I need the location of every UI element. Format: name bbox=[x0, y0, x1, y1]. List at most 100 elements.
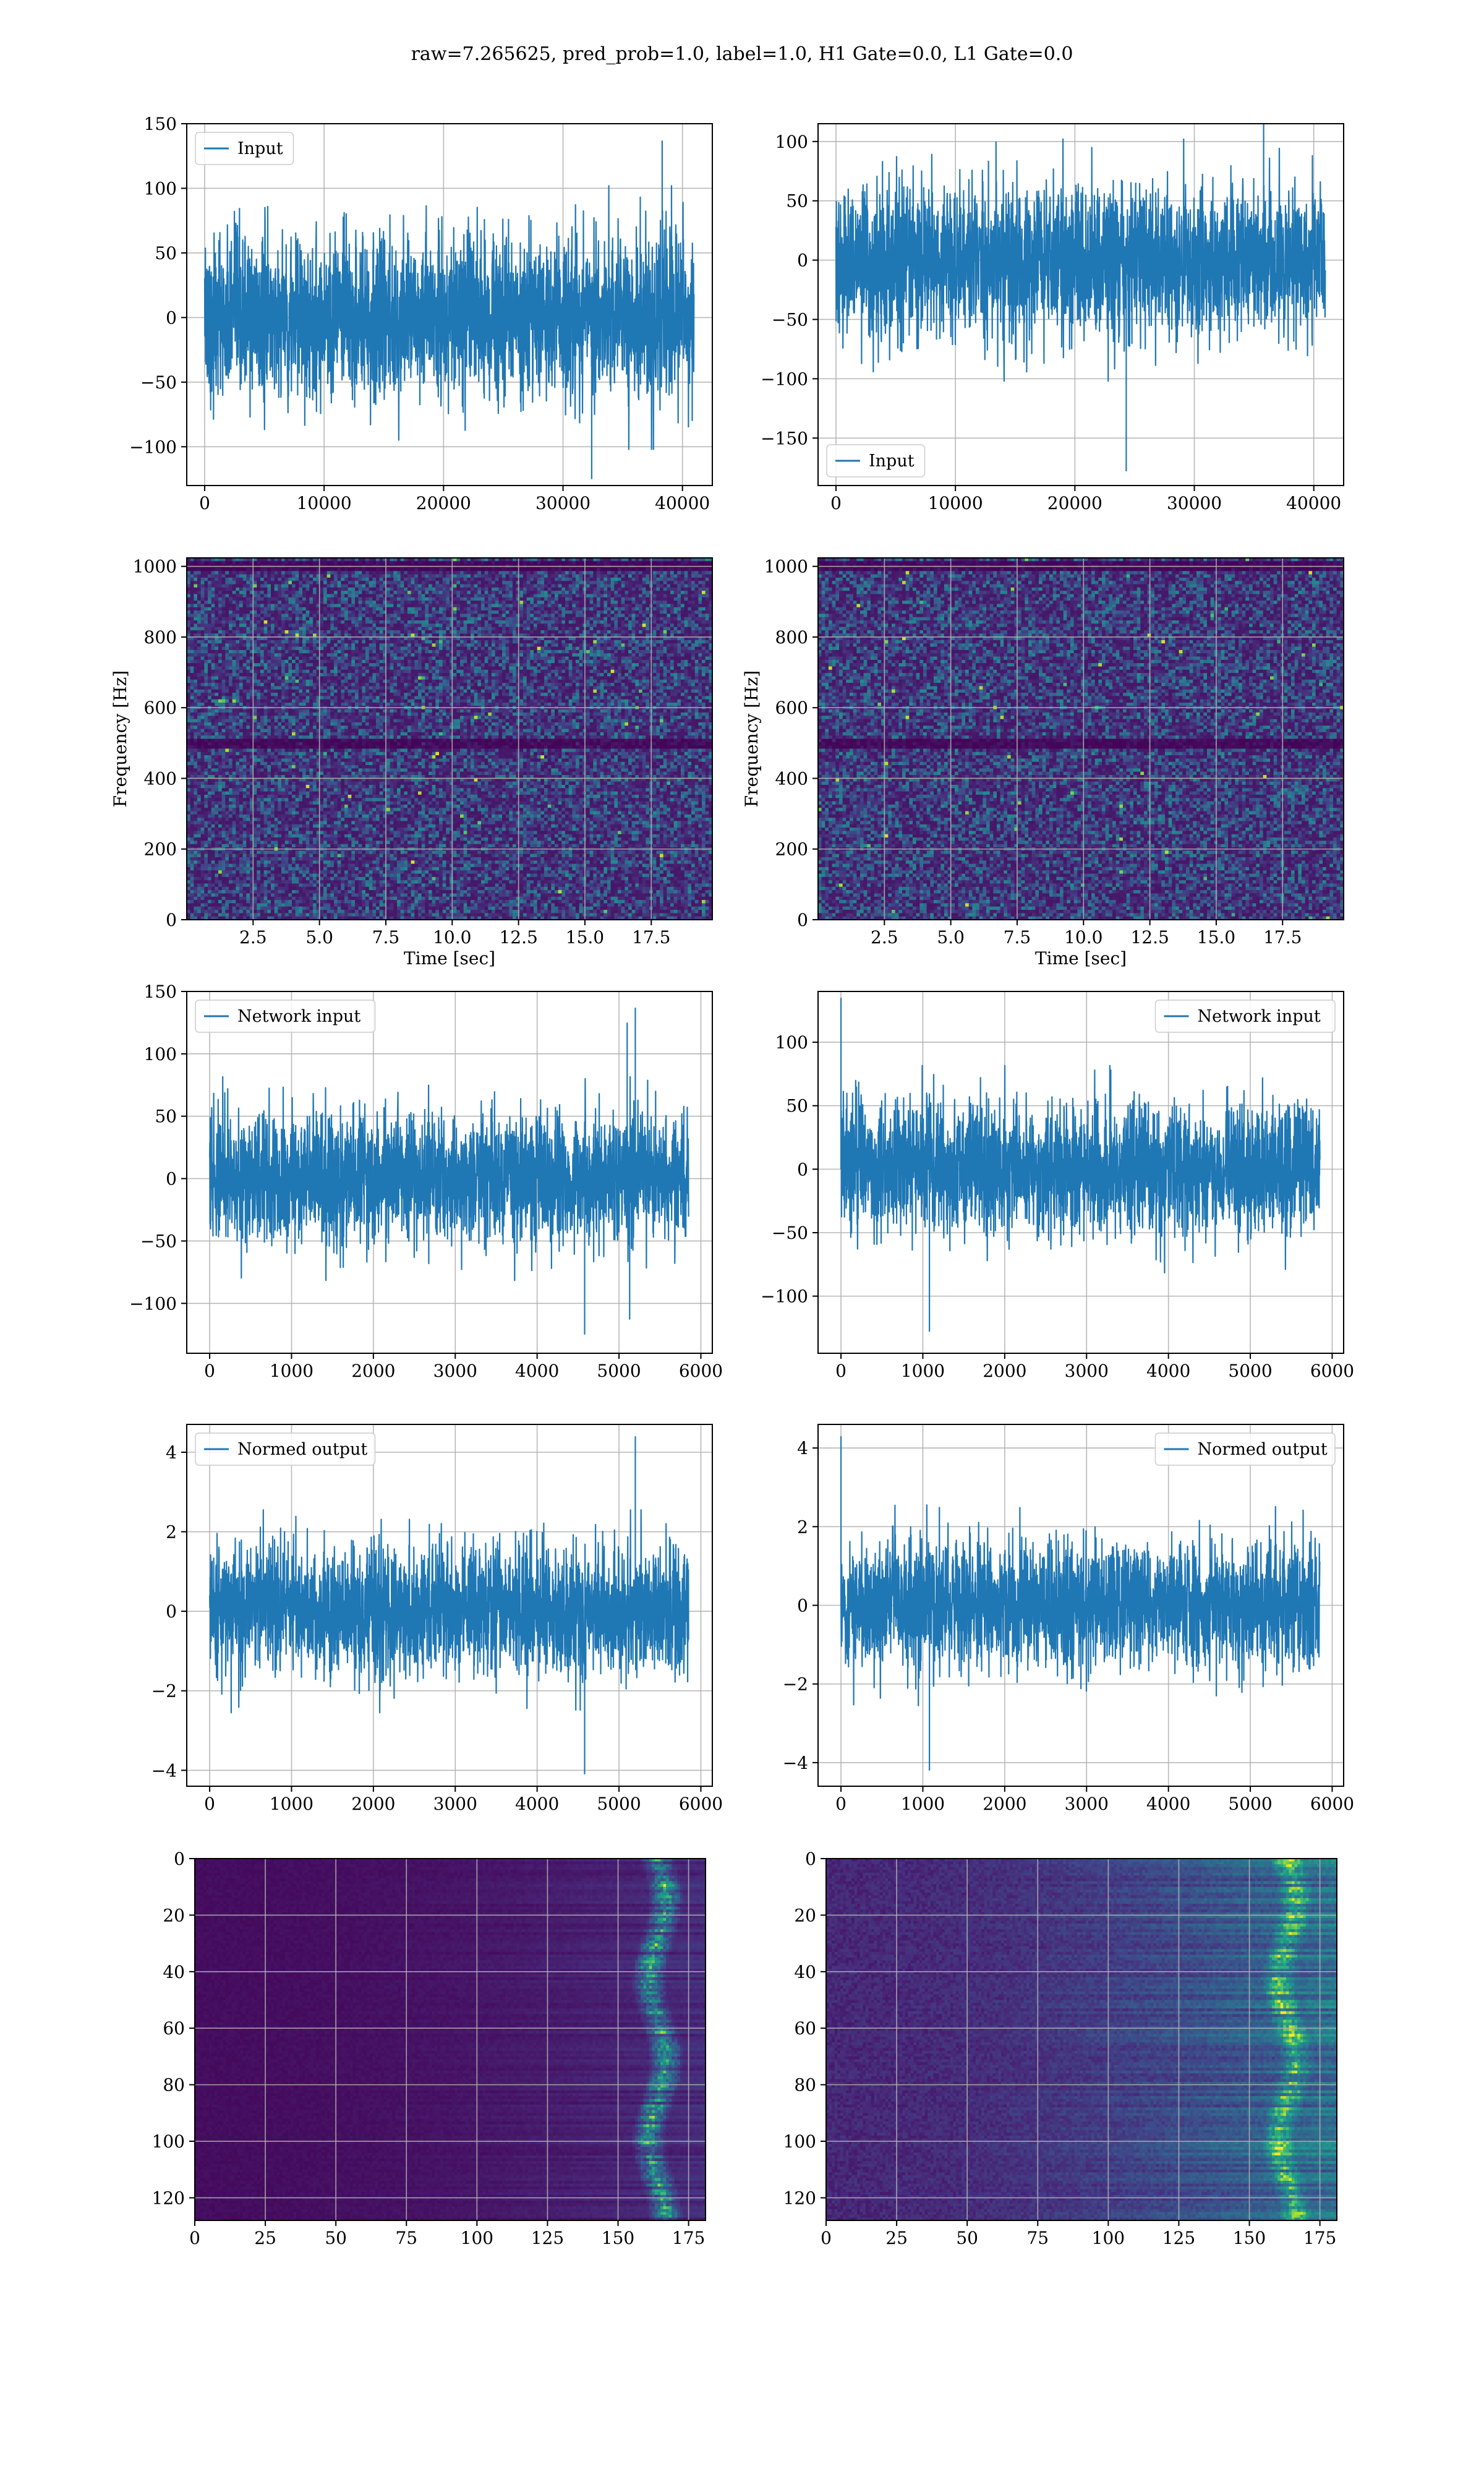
y-tick-label: 50 bbox=[786, 1096, 808, 1116]
x-tick-label: 0 bbox=[189, 2228, 200, 2248]
heatmap-cells bbox=[818, 558, 1344, 920]
x-tick-label: 0 bbox=[830, 493, 842, 513]
x-tick-label: 17.5 bbox=[1263, 927, 1302, 948]
y-tick-label: 2 bbox=[797, 1517, 808, 1537]
x-tick-label: 100 bbox=[461, 2228, 493, 2248]
y-tick-label: −50 bbox=[140, 1231, 177, 1251]
x-tick-label: 6000 bbox=[679, 1361, 723, 1381]
x-tick-label: 4000 bbox=[515, 1361, 559, 1381]
y-tick-label: −50 bbox=[772, 309, 808, 330]
x-tick-label: 6000 bbox=[679, 1794, 723, 1814]
y-tick-label: 0 bbox=[797, 910, 808, 930]
x-tick-label: 75 bbox=[1026, 2228, 1049, 2248]
y-axis-label: Frequency [Hz] bbox=[110, 670, 130, 807]
x-tick-label: 10.0 bbox=[433, 927, 471, 948]
y-tick-label: 1000 bbox=[764, 557, 808, 577]
x-tick-label: 25 bbox=[254, 2228, 276, 2248]
y-tick-label: 600 bbox=[775, 698, 808, 718]
x-tick-label: 5.0 bbox=[937, 927, 965, 948]
y-tick-label: −100 bbox=[129, 1293, 177, 1314]
y-tick-label: 20 bbox=[163, 1905, 185, 1925]
x-tick-label: 125 bbox=[1162, 2228, 1195, 2248]
x-tick-label: 40000 bbox=[655, 493, 710, 513]
x-tick-label: 150 bbox=[602, 2228, 634, 2248]
y-tick-label: 0 bbox=[166, 910, 177, 930]
y-tick-label: −50 bbox=[772, 1223, 808, 1243]
y-tick-label: 400 bbox=[775, 768, 808, 789]
y-tick-label: 4 bbox=[797, 1438, 808, 1458]
x-tick-label: 10000 bbox=[928, 493, 983, 513]
legend: Normed output bbox=[1156, 1433, 1336, 1465]
x-tick-label: 20000 bbox=[1047, 493, 1102, 513]
y-tick-label: 2 bbox=[166, 1522, 177, 1543]
legend-label: Network input bbox=[237, 1007, 360, 1026]
x-tick-label: 20000 bbox=[416, 493, 471, 513]
y-tick-label: 60 bbox=[794, 2018, 816, 2039]
figure-canvas: 0 10000 20000 30000 40000−100−50050100150Inp… bbox=[0, 0, 1484, 2474]
x-tick-label: 1000 bbox=[270, 1794, 313, 1814]
legend-label: Input bbox=[869, 452, 915, 471]
legend: Input bbox=[195, 132, 294, 165]
x-tick-label: 3000 bbox=[1065, 1794, 1109, 1814]
y-tick-label: 0 bbox=[797, 1596, 808, 1616]
x-tick-label: 1000 bbox=[901, 1361, 945, 1381]
x-tick-label: 15.0 bbox=[1197, 927, 1235, 948]
x-tick-label: 6000 bbox=[1310, 1361, 1354, 1381]
legend: Normed output bbox=[195, 1433, 375, 1465]
y-tick-label: 100 bbox=[152, 2131, 185, 2152]
y-tick-label: −150 bbox=[761, 428, 808, 448]
y-tick-label: 80 bbox=[794, 2075, 816, 2095]
legend: Input bbox=[827, 445, 925, 477]
legend-label: Normed output bbox=[1198, 1440, 1328, 1459]
x-tick-label: 1000 bbox=[901, 1794, 945, 1814]
x-tick-label: 5000 bbox=[597, 1794, 641, 1814]
x-tick-label: 17.5 bbox=[632, 927, 670, 948]
y-tick-label: 100 bbox=[775, 132, 808, 152]
input-l1-plot: 0 10000 20000 30000 40000−150−100−50050100In… bbox=[761, 112, 1344, 513]
y-tick-label: −100 bbox=[761, 1286, 808, 1307]
x-tick-label: 125 bbox=[531, 2228, 564, 2248]
x-tick-label: 0 bbox=[821, 2228, 832, 2248]
y-tick-label: 800 bbox=[775, 627, 808, 648]
x-tick-label: 3000 bbox=[433, 1361, 477, 1381]
y-tick-label: 20 bbox=[794, 1905, 816, 1925]
heatmap-cells bbox=[826, 1859, 1337, 2221]
heatmap-cells bbox=[195, 1859, 706, 2221]
y-tick-label: 800 bbox=[144, 627, 177, 648]
x-tick-label: 3000 bbox=[433, 1794, 477, 1814]
y-axis-label: Frequency [Hz] bbox=[741, 670, 762, 807]
x-tick-label: 0 bbox=[204, 1794, 215, 1814]
y-tick-label: 400 bbox=[144, 768, 177, 789]
x-tick-label: 0 bbox=[835, 1794, 846, 1814]
x-tick-label: 2000 bbox=[983, 1361, 1026, 1381]
y-tick-label: −4 bbox=[783, 1753, 808, 1773]
y-tick-label: 4 bbox=[166, 1442, 177, 1463]
legend-label: Normed output bbox=[237, 1440, 367, 1459]
x-tick-label: 12.5 bbox=[499, 927, 537, 948]
legend: Network input bbox=[1156, 1000, 1336, 1032]
x-tick-label: 7.5 bbox=[1004, 927, 1031, 948]
y-tick-label: 0 bbox=[174, 1849, 185, 1869]
y-tick-label: −100 bbox=[761, 369, 808, 389]
x-tick-label: 150 bbox=[1233, 2228, 1266, 2248]
x-tick-label: 3000 bbox=[1065, 1361, 1109, 1381]
x-tick-label: 1000 bbox=[270, 1361, 313, 1381]
y-tick-label: 0 bbox=[166, 1601, 177, 1622]
x-tick-label: 175 bbox=[672, 2228, 705, 2248]
x-tick-label: 50 bbox=[325, 2228, 347, 2248]
y-tick-label: 100 bbox=[144, 1044, 177, 1064]
y-tick-label: 1000 bbox=[133, 557, 177, 577]
y-tick-label: −2 bbox=[151, 1681, 177, 1701]
x-tick-label: 5.0 bbox=[305, 927, 333, 948]
spectrogram-l1-plot: 2.5 5.0 7.5 10.0 12.5 15.0 17.5020040060080010… bbox=[741, 557, 1344, 969]
y-tick-label: 0 bbox=[166, 307, 177, 328]
x-tick-label: 2000 bbox=[351, 1361, 395, 1381]
x-axis-label: Time [sec] bbox=[404, 948, 495, 969]
x-tick-label: 0 bbox=[204, 1361, 215, 1381]
x-tick-label: 10000 bbox=[297, 493, 352, 513]
network-input-h1-plot: 0 1000 2000 3000 4000 5000 6000−100−5005010015… bbox=[129, 982, 723, 1381]
